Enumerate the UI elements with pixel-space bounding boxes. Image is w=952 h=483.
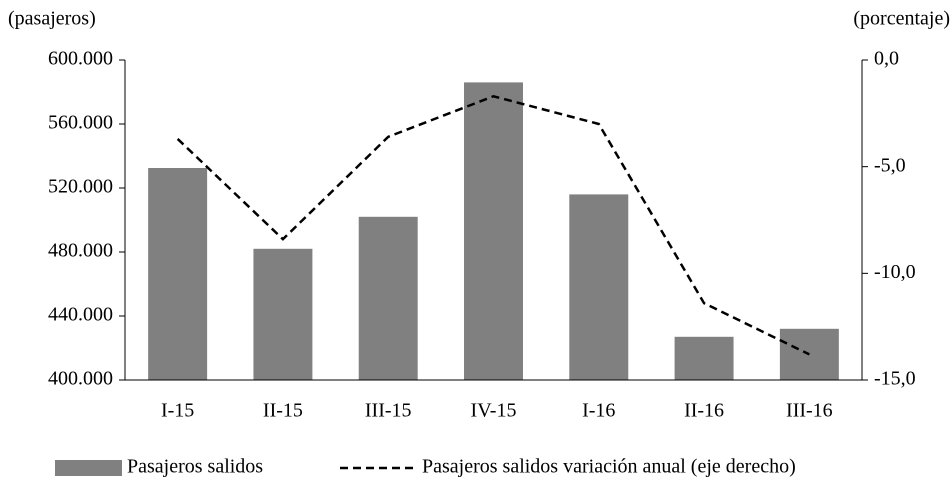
x-tick-label: I-16 bbox=[582, 400, 615, 422]
y-tick-label: 600.000 bbox=[48, 48, 113, 70]
y-tick-label: 560.000 bbox=[48, 112, 113, 134]
bar bbox=[464, 82, 523, 381]
legend-swatch bbox=[55, 460, 122, 476]
bar bbox=[148, 168, 208, 380]
x-tick-label: II-16 bbox=[684, 400, 724, 422]
bar bbox=[358, 216, 418, 380]
y-axis-label: (pasajeros) bbox=[8, 8, 96, 30]
y2-tick-label: 0,0 bbox=[874, 48, 899, 70]
x-tick-label: III-15 bbox=[365, 400, 412, 422]
x-tick-label: I-15 bbox=[161, 400, 194, 422]
y2-tick-label: -10,0 bbox=[874, 261, 916, 283]
legend-label: Pasajeros salidos bbox=[127, 456, 263, 478]
y-tick-label: 440.000 bbox=[48, 304, 113, 326]
y-tick-label: 520.000 bbox=[48, 176, 113, 198]
bar bbox=[253, 248, 313, 380]
legend-label: Pasajeros salidos variación anual (eje d… bbox=[422, 456, 796, 478]
bar bbox=[779, 328, 839, 380]
y-tick-label: 480.000 bbox=[48, 240, 113, 262]
y2-axis-label: (porcentaje) bbox=[853, 8, 950, 30]
bar bbox=[674, 336, 734, 380]
y-tick-label: 400.000 bbox=[48, 368, 113, 390]
x-tick-label: IV-15 bbox=[471, 400, 517, 422]
x-tick-label: II-15 bbox=[263, 400, 303, 422]
x-tick-label: III-16 bbox=[786, 400, 833, 422]
line bbox=[176, 94, 810, 356]
y2-tick-label: -15,0 bbox=[874, 368, 916, 390]
bar bbox=[569, 194, 629, 380]
y2-tick-label: -5,0 bbox=[874, 154, 906, 176]
